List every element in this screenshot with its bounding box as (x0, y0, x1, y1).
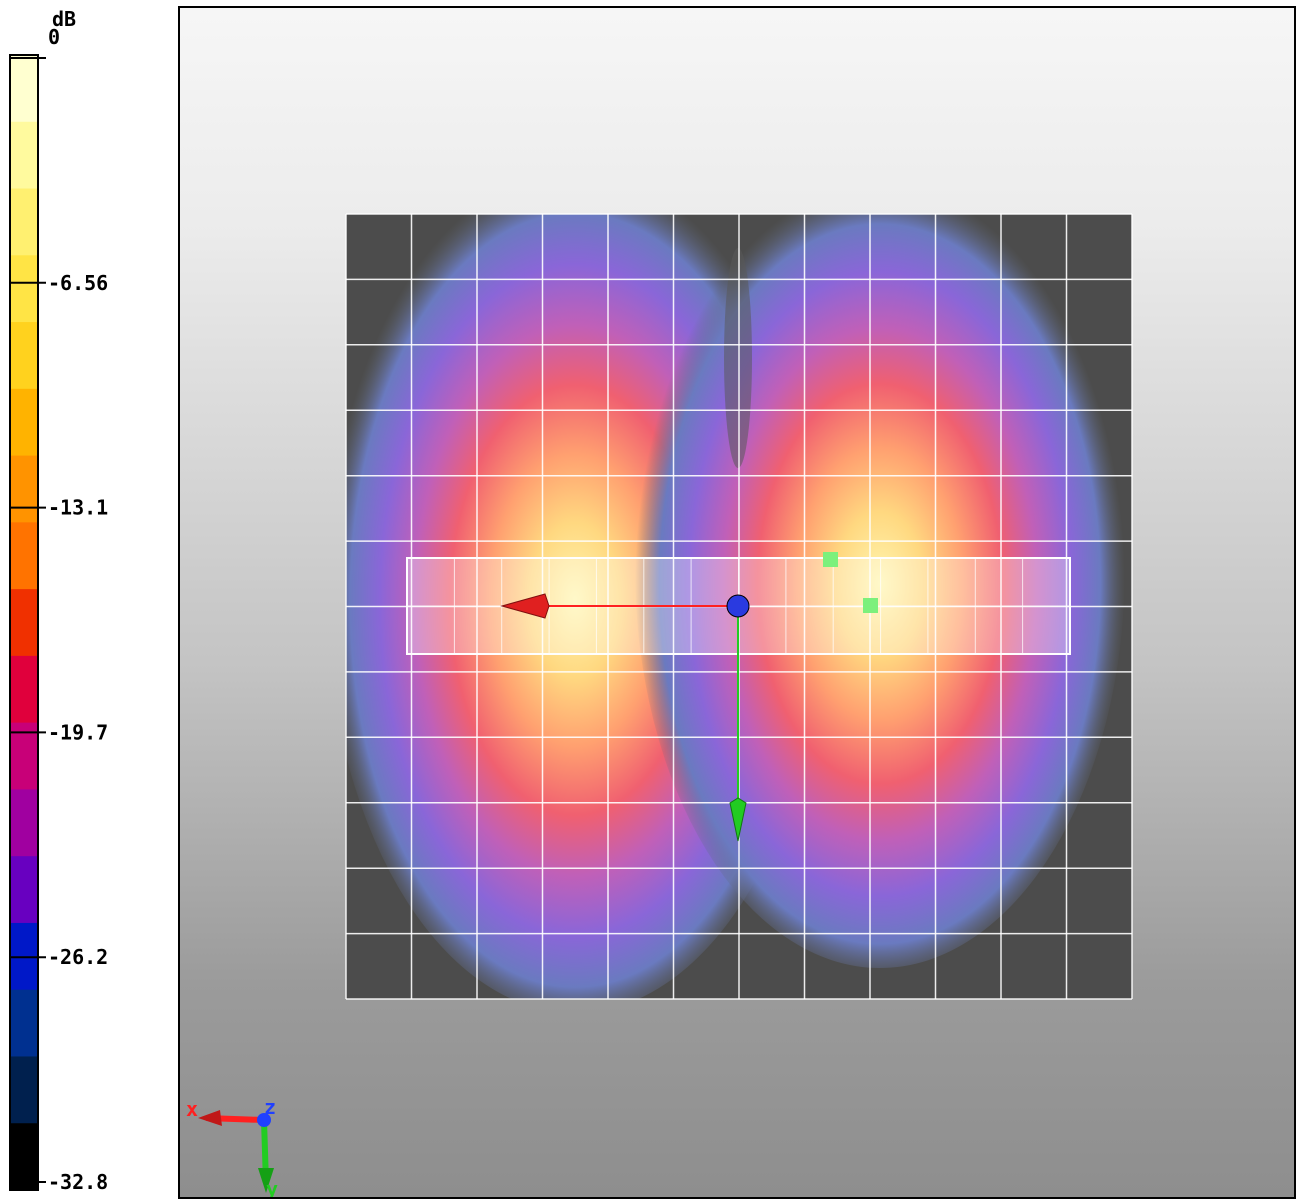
colorbar-ticks: 0 -6.56 -13.1 -19.7 -26.2 -32.8 (10, 25, 108, 1194)
colorbar-swatch (10, 188, 38, 256)
colorbar-unit-label: dB (52, 7, 76, 31)
colorbar-swatch (10, 322, 38, 390)
colorbar-svg: dB 0 -6.56 -13.1 -19.7 -26.2 -32.8 (9, 7, 108, 1194)
colorbar-tick-label: -13.1 (48, 496, 108, 520)
colorbar-swatch (10, 55, 38, 123)
colorbar-swatch (10, 856, 38, 924)
3d-viewport[interactable]: x z y (178, 6, 1296, 1199)
triad-origin (257, 1113, 271, 1127)
null-region (724, 248, 752, 468)
colorbar-swatches (10, 55, 38, 1191)
colorbar-swatch (10, 522, 38, 590)
triad-y-label: y (266, 1177, 278, 1197)
colorbar-tick-label: -6.56 (48, 271, 108, 295)
colorbar-swatch (10, 589, 38, 657)
colorbar-swatch (10, 255, 38, 323)
colorbar-swatch (10, 989, 38, 1058)
right-lobe (635, 214, 1125, 968)
colorbar-swatch (10, 789, 38, 857)
colorbar-swatch (10, 455, 38, 523)
color-legend: dB 0 -6.56 -13.1 -19.7 -26.2 -32.8 (0, 0, 178, 1201)
triad-x-head (198, 1110, 222, 1126)
probe-marker[interactable] (823, 552, 838, 567)
triad-y-head (258, 1168, 274, 1193)
y-vector-head (729, 797, 747, 842)
colorbar-swatch (10, 121, 38, 190)
colorbar-tick-label: -32.8 (48, 1170, 108, 1194)
field-scene[interactable]: x z y (180, 8, 1294, 1197)
colorbar-tick-label: -19.7 (48, 720, 108, 744)
colorbar-swatch (10, 722, 38, 791)
triad-x-label: x (186, 1097, 198, 1121)
origin-sphere (726, 594, 750, 618)
colorbar-frame (9, 54, 39, 1191)
triad-z-label: z (264, 1095, 276, 1119)
axes-triad: x z y (186, 1095, 278, 1197)
colorbar-tick-label: -26.2 (48, 945, 108, 969)
colorbar-swatch (10, 655, 38, 724)
x-vector-head (500, 593, 550, 619)
colorbar-swatch (10, 1056, 38, 1124)
colorbar-tick-label: 0 (48, 25, 60, 49)
colorbar-swatch (10, 388, 38, 457)
colorbar-swatch (10, 1123, 38, 1191)
probe-marker[interactable] (863, 598, 878, 613)
